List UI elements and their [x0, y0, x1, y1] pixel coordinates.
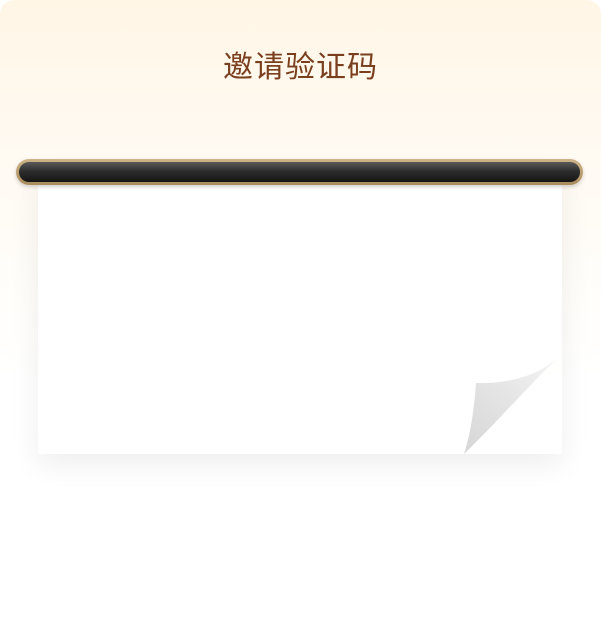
scroll-rod-core — [19, 162, 580, 182]
invite-code-value — [78, 271, 522, 331]
scroll-rod — [16, 159, 583, 185]
invite-code-paper — [38, 171, 562, 454]
paper-sheet — [38, 171, 562, 454]
dialog-title: 邀请验证码 — [223, 50, 378, 85]
page-curl — [464, 354, 562, 454]
